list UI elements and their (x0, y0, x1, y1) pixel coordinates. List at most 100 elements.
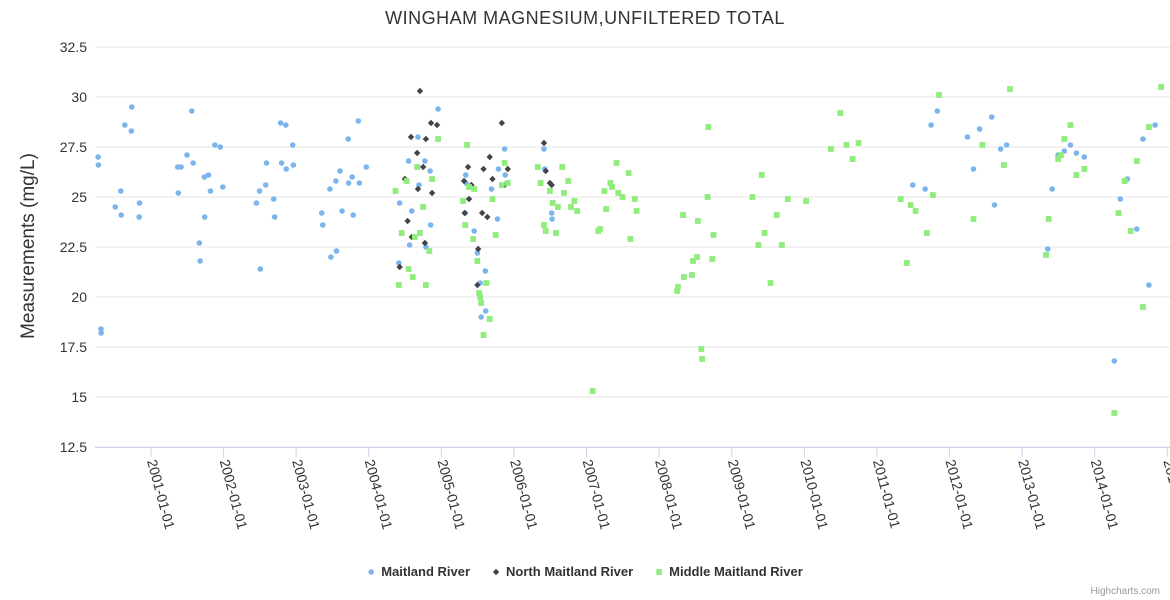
data-point[interactable] (417, 230, 423, 236)
data-point[interactable] (184, 152, 190, 158)
data-point[interactable] (1081, 154, 1088, 160)
data-point[interactable] (136, 214, 142, 220)
data-point[interactable] (257, 266, 264, 272)
data-point[interactable] (1049, 186, 1055, 192)
data-point[interactable] (404, 217, 411, 225)
data-point[interactable] (928, 122, 934, 128)
data-point[interactable] (471, 186, 478, 192)
data-point[interactable] (466, 184, 472, 190)
data-point[interactable] (462, 172, 469, 178)
data-point[interactable] (112, 204, 119, 210)
data-point[interactable] (95, 162, 102, 168)
data-point[interactable] (262, 182, 269, 188)
data-point[interactable] (501, 160, 508, 166)
data-point[interactable] (597, 226, 603, 232)
data-point[interactable] (504, 165, 511, 173)
data-point[interactable] (253, 200, 260, 206)
data-point[interactable] (350, 212, 356, 218)
data-point[interactable] (922, 186, 928, 192)
legend-symbol[interactable] (492, 568, 500, 576)
data-point[interactable] (991, 202, 998, 208)
data-point[interactable] (680, 274, 687, 280)
data-point[interactable] (277, 120, 284, 126)
data-point[interactable] (423, 282, 429, 288)
data-point[interactable] (349, 174, 355, 180)
data-point[interactable] (541, 222, 547, 228)
data-point[interactable] (407, 133, 415, 141)
data-point[interactable] (970, 216, 977, 222)
data-point[interactable] (474, 258, 481, 264)
data-point[interactable] (489, 175, 496, 183)
data-point[interactable] (263, 160, 270, 166)
data-point[interactable] (398, 230, 405, 236)
data-point[interactable] (409, 274, 416, 280)
data-point[interactable] (1146, 124, 1152, 130)
data-point[interactable] (427, 222, 434, 228)
data-point[interactable] (755, 242, 762, 248)
data-point[interactable] (1073, 172, 1080, 178)
data-point[interactable] (615, 190, 622, 196)
data-point[interactable] (903, 260, 910, 266)
data-point[interactable] (414, 164, 421, 170)
data-point[interactable] (318, 210, 325, 216)
data-point[interactable] (627, 236, 634, 242)
data-point[interactable] (498, 119, 506, 127)
data-point[interactable] (568, 204, 574, 210)
data-point[interactable] (773, 212, 780, 218)
data-point[interactable] (405, 158, 412, 164)
data-point[interactable] (408, 208, 415, 214)
data-point[interactable] (118, 188, 124, 194)
data-point[interactable] (1158, 84, 1164, 90)
data-point[interactable] (680, 212, 686, 218)
data-point[interactable] (420, 204, 427, 210)
data-point[interactable] (476, 290, 483, 296)
data-point[interactable] (98, 330, 104, 336)
data-point[interactable] (392, 188, 399, 194)
data-point[interactable] (118, 212, 125, 218)
data-point[interactable] (356, 180, 363, 186)
data-point[interactable] (542, 228, 549, 234)
data-point[interactable] (924, 230, 930, 236)
data-point[interactable] (482, 308, 489, 314)
data-point[interactable] (549, 200, 556, 206)
legend-label[interactable]: Maitland River (381, 564, 470, 579)
data-point[interactable] (574, 208, 581, 214)
data-point[interactable] (477, 294, 484, 300)
data-point[interactable] (784, 196, 791, 202)
data-point[interactable] (1055, 156, 1062, 162)
data-point[interactable] (416, 87, 424, 95)
data-point[interactable] (405, 266, 412, 272)
data-point[interactable] (698, 346, 705, 352)
data-point[interactable] (970, 166, 977, 172)
data-point[interactable] (849, 156, 856, 162)
legend-symbol[interactable] (656, 569, 663, 575)
data-point[interactable] (283, 166, 289, 172)
data-point[interactable] (345, 180, 352, 186)
data-point[interactable] (502, 172, 509, 178)
data-point[interactable] (178, 164, 184, 170)
data-point[interactable] (196, 240, 203, 246)
data-point[interactable] (540, 139, 548, 147)
data-point[interactable] (534, 164, 541, 170)
data-point[interactable] (278, 160, 285, 166)
data-point[interactable] (589, 388, 596, 394)
data-point[interactable] (705, 124, 712, 130)
data-point[interactable] (695, 218, 701, 224)
data-point[interactable] (207, 188, 214, 194)
data-point[interactable] (694, 254, 700, 260)
data-point[interactable] (489, 196, 496, 202)
data-point[interactable] (122, 122, 128, 128)
data-point[interactable] (427, 119, 435, 127)
data-point[interactable] (542, 167, 549, 175)
data-point[interactable] (1140, 304, 1146, 310)
data-point[interactable] (411, 234, 418, 240)
credits-link[interactable]: Highcharts.com (1091, 586, 1160, 597)
data-point[interactable] (603, 206, 610, 212)
data-point[interactable] (897, 196, 904, 202)
data-point[interactable] (690, 258, 696, 264)
data-point[interactable] (462, 222, 469, 228)
data-point[interactable] (912, 208, 919, 214)
data-point[interactable] (408, 233, 415, 241)
data-point[interactable] (936, 92, 942, 98)
data-point[interactable] (997, 146, 1004, 152)
